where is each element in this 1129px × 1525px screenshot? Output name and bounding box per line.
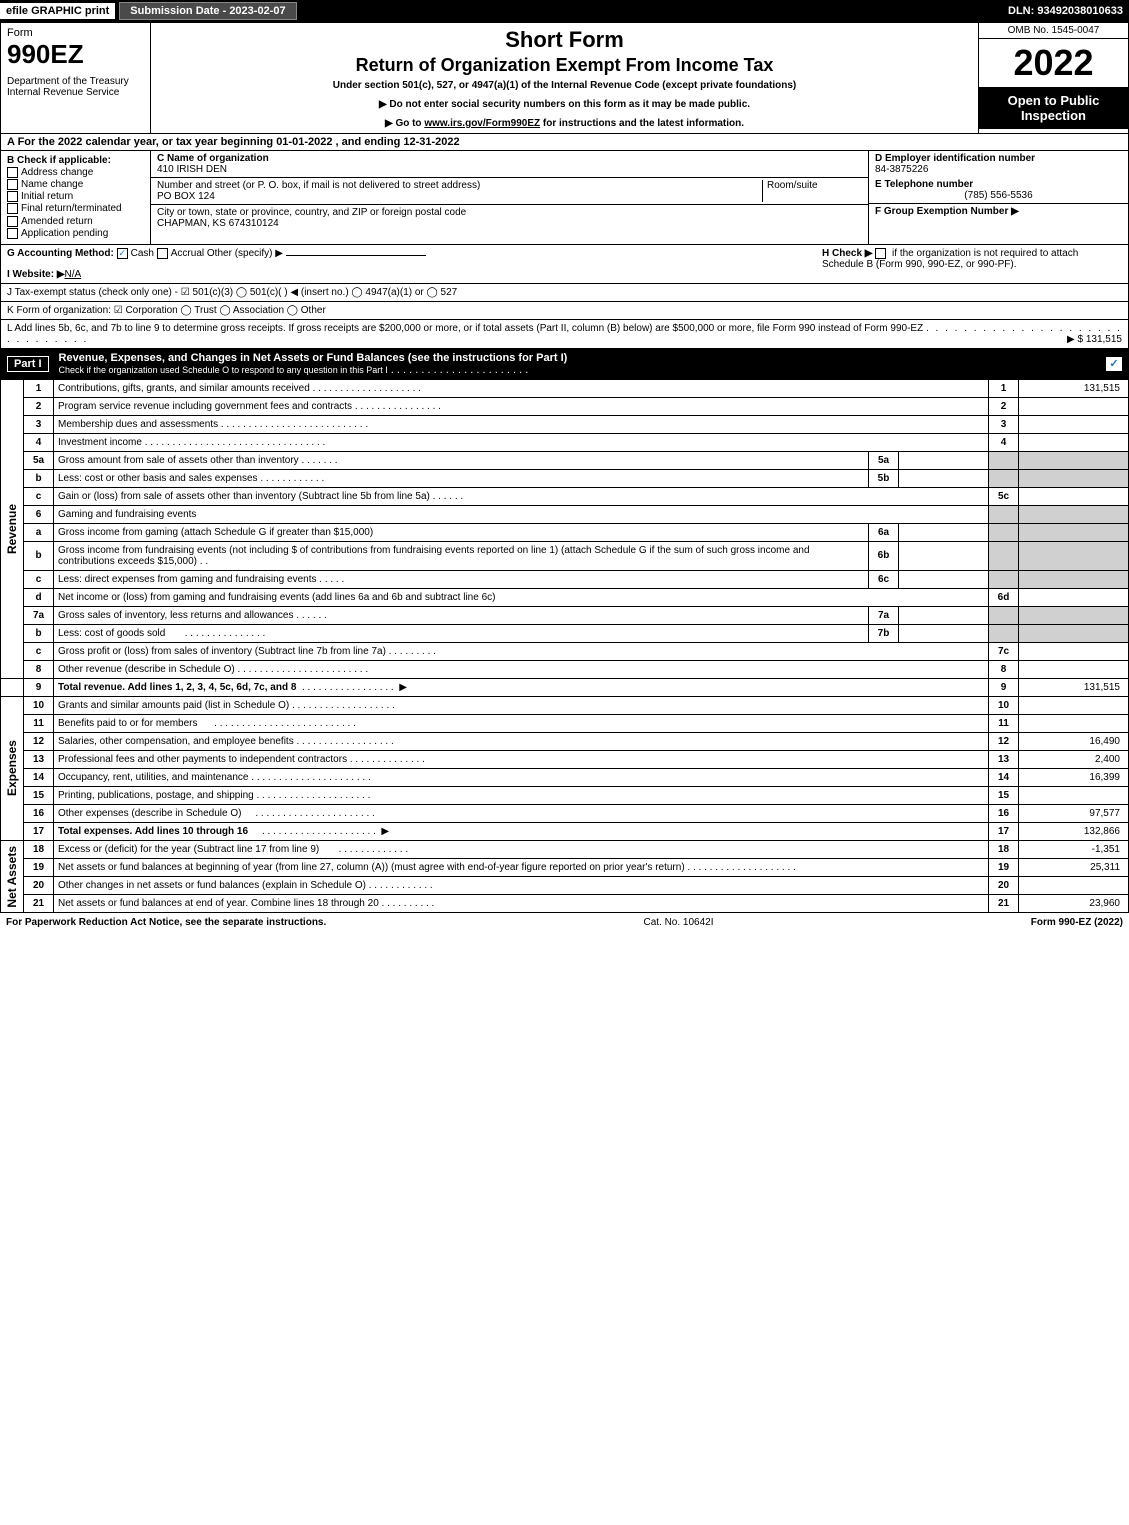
row-g-h: G Accounting Method: ✓Cash Accrual Other… bbox=[0, 245, 1129, 284]
val-17: 132,866 bbox=[1019, 822, 1129, 840]
l-value: ▶ $ 131,515 bbox=[1067, 334, 1122, 345]
val-21: 23,960 bbox=[1019, 894, 1129, 912]
d-ein: D Employer identification number 84-3875… bbox=[869, 151, 1128, 177]
c-street-row: Number and street (or P. O. box, if mail… bbox=[151, 178, 868, 205]
part-i-check[interactable]: ✓ bbox=[1106, 357, 1122, 371]
val-19: 25,311 bbox=[1019, 858, 1129, 876]
val-14: 16,399 bbox=[1019, 768, 1129, 786]
irs-link[interactable]: www.irs.gov/Form990EZ bbox=[424, 118, 540, 129]
f-group: F Group Exemption Number ▶ bbox=[869, 203, 1128, 219]
header-right: OMB No. 1545-0047 2022 Open to Public In… bbox=[978, 23, 1128, 133]
c-name-row: C Name of organization 410 IRISH DEN bbox=[151, 151, 868, 178]
header-left: Form 990EZ Department of the Treasury In… bbox=[1, 23, 151, 133]
val-4 bbox=[1019, 433, 1129, 451]
val-2 bbox=[1019, 397, 1129, 415]
omb-number: OMB No. 1545-0047 bbox=[979, 23, 1128, 39]
val-3 bbox=[1019, 415, 1129, 433]
sidebar-net-assets: Net Assets bbox=[5, 846, 19, 908]
phone-value: (785) 556-5536 bbox=[875, 190, 1122, 201]
row-k-org-form: K Form of organization: ☑ Corporation ◯ … bbox=[0, 302, 1129, 320]
part-number: Part I bbox=[7, 356, 49, 372]
h-schedule-b: H Check ▶ if the organization is not req… bbox=[822, 248, 1122, 280]
dln: DLN: 93492038010633 bbox=[1008, 5, 1129, 17]
chk-h[interactable] bbox=[875, 248, 886, 259]
val-16: 97,577 bbox=[1019, 804, 1129, 822]
part-i-header: Part I Revenue, Expenses, and Changes in… bbox=[0, 349, 1129, 380]
city-label: City or town, state or province, country… bbox=[157, 207, 466, 218]
note-ssn: ▶ Do not enter social security numbers o… bbox=[159, 99, 970, 110]
chk-cash[interactable]: ✓ bbox=[117, 248, 128, 259]
c-name-label: C Name of organization bbox=[157, 153, 269, 164]
chk-amended[interactable]: Amended return bbox=[7, 216, 144, 227]
val-1: 131,515 bbox=[1019, 380, 1129, 398]
header-mid: Short Form Return of Organization Exempt… bbox=[151, 23, 978, 133]
topbar: efile GRAPHIC print Submission Date - 20… bbox=[0, 0, 1129, 22]
footer-left: For Paperwork Reduction Act Notice, see … bbox=[6, 917, 326, 928]
chk-application-pending[interactable]: Application pending bbox=[7, 228, 144, 239]
chk-address-change[interactable]: Address change bbox=[7, 167, 144, 178]
form-number: 990EZ bbox=[7, 39, 144, 70]
row-a-tax-year: A For the 2022 calendar year, or tax yea… bbox=[0, 134, 1129, 151]
row-l-gross-receipts: L Add lines 5b, 6c, and 7b to line 9 to … bbox=[0, 320, 1129, 349]
form-header: Form 990EZ Department of the Treasury In… bbox=[0, 22, 1129, 134]
row-j-tax-exempt: J Tax-exempt status (check only one) - ☑… bbox=[0, 284, 1129, 302]
ein-value: 84-3875226 bbox=[875, 164, 1122, 175]
footer: For Paperwork Reduction Act Notice, see … bbox=[0, 913, 1129, 932]
col-c: C Name of organization 410 IRISH DEN Num… bbox=[151, 151, 868, 244]
room-suite: Room/suite bbox=[762, 180, 862, 202]
street-value: PO BOX 124 bbox=[157, 191, 215, 202]
col-b: B Check if applicable: Address change Na… bbox=[1, 151, 151, 244]
sidebar-revenue: Revenue bbox=[5, 504, 19, 554]
subtitle: Under section 501(c), 527, or 4947(a)(1)… bbox=[159, 80, 970, 91]
footer-right: Form 990-EZ (2022) bbox=[1031, 917, 1123, 928]
street-label: Number and street (or P. O. box, if mail… bbox=[157, 180, 480, 191]
submission-date: Submission Date - 2023-02-07 bbox=[119, 2, 296, 20]
val-18: -1,351 bbox=[1019, 840, 1129, 858]
sidebar-expenses: Expenses bbox=[5, 740, 19, 796]
val-9: 131,515 bbox=[1019, 678, 1129, 696]
g-accounting: G Accounting Method: ✓Cash Accrual Other… bbox=[7, 248, 822, 259]
i-website: I Website: ▶N/A bbox=[7, 269, 822, 280]
chk-name-change[interactable]: Name change bbox=[7, 179, 144, 190]
c-city-row: City or town, state or province, country… bbox=[151, 205, 868, 231]
tax-year: 2022 bbox=[979, 39, 1128, 87]
department: Department of the Treasury Internal Reve… bbox=[7, 76, 144, 98]
col-def: D Employer identification number 84-3875… bbox=[868, 151, 1128, 244]
title-return: Return of Organization Exempt From Incom… bbox=[159, 55, 970, 76]
note-link: ▶ Go to www.irs.gov/Form990EZ for instru… bbox=[159, 118, 970, 129]
form-label: Form bbox=[7, 27, 144, 39]
section-bcdef: B Check if applicable: Address change Na… bbox=[0, 151, 1129, 245]
lines-table: Revenue 1Contributions, gifts, grants, a… bbox=[0, 380, 1129, 913]
e-phone: E Telephone number (785) 556-5536 bbox=[869, 177, 1128, 203]
b-header: B Check if applicable: bbox=[7, 155, 144, 166]
efile-label[interactable]: efile GRAPHIC print bbox=[0, 3, 115, 19]
open-to-public: Open to Public Inspection bbox=[979, 87, 1128, 129]
chk-initial-return[interactable]: Initial return bbox=[7, 191, 144, 202]
org-name: 410 IRISH DEN bbox=[157, 164, 227, 175]
city-value: CHAPMAN, KS 674310124 bbox=[157, 218, 279, 229]
chk-accrual[interactable] bbox=[157, 248, 168, 259]
footer-cat: Cat. No. 10642I bbox=[326, 917, 1030, 928]
chk-final-return[interactable]: Final return/terminated bbox=[7, 203, 144, 214]
val-13: 2,400 bbox=[1019, 750, 1129, 768]
val-12: 16,490 bbox=[1019, 732, 1129, 750]
title-short-form: Short Form bbox=[159, 27, 970, 53]
